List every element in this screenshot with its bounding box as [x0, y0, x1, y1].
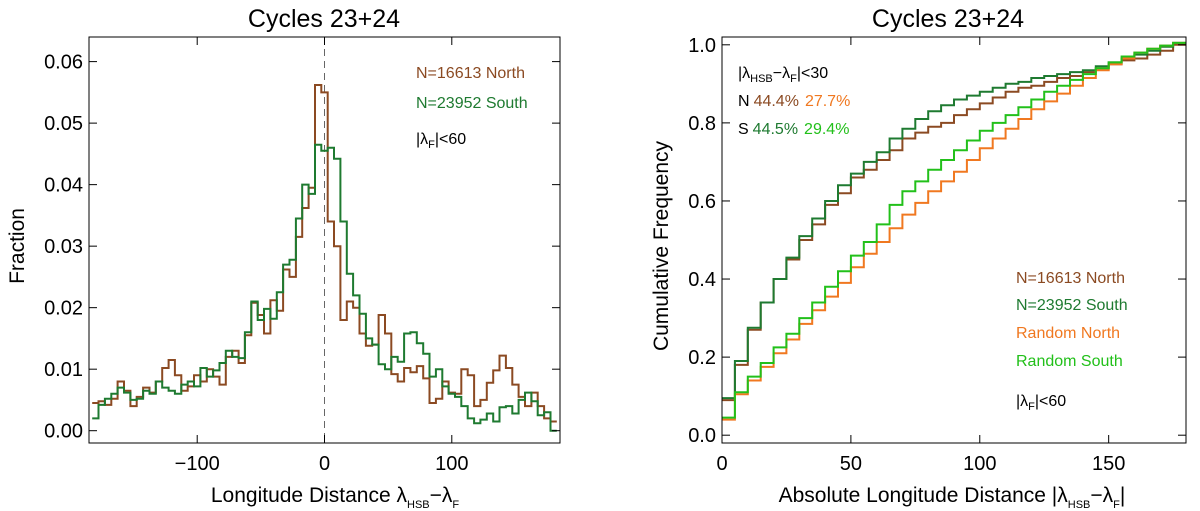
left-series-n-16613-north: [92, 84, 557, 423]
left-x-label-main: Longitude Distance λ: [211, 484, 408, 507]
left-condition-label: |λF|<60: [416, 131, 466, 151]
right-c30-mid: −λ: [773, 65, 790, 82]
right-xtick-label: 0: [716, 453, 727, 475]
left-chart-title: Cycles 23+24: [248, 5, 400, 33]
left-ytick-label: 0.01: [44, 359, 83, 381]
right-series-group: [722, 41, 1186, 421]
right-legend-random-north: Random North: [1016, 325, 1120, 342]
right-cond-sub: F: [1028, 401, 1035, 413]
right-x-axis-label: Absolute Longitude Distance |λHSB−λF|: [779, 484, 1126, 511]
right-n-label: N: [738, 93, 750, 110]
right-legend-north: N=16613 North: [1016, 270, 1125, 287]
left-ticks-group: −100 0 100 0.00 0.01 0.02 0.03 0.04 0.05 0.06: [44, 37, 560, 475]
right-ytick-label: 1.0: [688, 35, 716, 57]
left-cond-post: |<60: [435, 131, 466, 148]
right-xtick-label: 100: [963, 453, 996, 475]
right-s-value-random: 29.4%: [804, 121, 849, 138]
left-cond-sub: F: [428, 139, 435, 151]
left-legend-south: N=23952 South: [416, 95, 528, 112]
right-s-value-observed: 44.5%: [753, 121, 798, 138]
right-legend-random-south: Random South: [1016, 353, 1123, 370]
left-ytick-label: 0.04: [44, 175, 83, 197]
left-ytick-label: 0.00: [44, 421, 83, 443]
right-x-label-post: |: [1120, 484, 1125, 507]
right-n-value-random: 27.7%: [805, 93, 850, 110]
right-ytick-label: 0.4: [688, 269, 716, 291]
right-c30-post: |<30: [797, 65, 828, 82]
right-condition-30: |λHSB−λF|<30: [738, 65, 828, 85]
left-series-n-23952-south: [92, 143, 557, 432]
right-ticks-group: 0 50 100 150 0.0 0.2 0.4 0.6 0.8 1.0: [688, 35, 1186, 475]
left-ytick-label: 0.03: [44, 236, 83, 258]
right-ytick-label: 0.6: [688, 191, 716, 213]
left-ytick-label: 0.06: [44, 52, 83, 74]
left-xtick-label: 0: [319, 453, 330, 475]
right-c30-pre: |λ: [738, 65, 750, 82]
left-xtick-label: −100: [175, 453, 220, 475]
left-cond-pre: |λ: [416, 131, 428, 148]
left-legend-north: N=16613 North: [416, 65, 525, 82]
right-x-label-sub1: HSB: [1068, 499, 1091, 511]
right-south-percentages: S 44.5% 29.4%: [738, 121, 849, 138]
right-cond-post: |<60: [1035, 393, 1066, 410]
left-ytick-label: 0.02: [44, 298, 83, 320]
right-cond-pre: |λ: [1016, 393, 1028, 410]
right-xtick-label: 150: [1092, 453, 1125, 475]
right-ytick-label: 0.2: [688, 347, 716, 369]
right-x-label-mid: −λ: [1090, 484, 1113, 507]
left-x-label-mid: −λ: [430, 484, 453, 507]
right-xtick-label: 50: [840, 453, 862, 475]
left-x-label-sub2: F: [452, 499, 459, 511]
left-xtick-label: 100: [435, 453, 468, 475]
left-y-axis-label: Fraction: [6, 208, 29, 284]
right-plot-frame: [721, 36, 1187, 444]
right-panel: Cycles 23+24 Cumulative Frequency Absolu…: [650, 5, 1187, 511]
right-c30-sub2: F: [790, 73, 797, 85]
right-condition-label: |λF|<60: [1016, 393, 1066, 413]
right-y-axis-label: Cumulative Frequency: [650, 140, 673, 351]
right-x-label-sub2: F: [1113, 499, 1120, 511]
right-n-value-observed: 44.4%: [754, 93, 799, 110]
right-series-random-south: [722, 41, 1186, 419]
right-ytick-label: 0.0: [688, 425, 716, 447]
left-series-group: [92, 84, 557, 432]
right-north-percentages: N 44.4% 27.7%: [738, 93, 850, 110]
left-x-label-sub1: HSB: [407, 499, 430, 511]
left-panel: Cycles 23+24 Fraction Longitude Distance…: [6, 5, 561, 511]
right-legend-south: N=23952 South: [1016, 297, 1128, 314]
right-ytick-label: 0.8: [688, 113, 716, 135]
right-x-label-main: Absolute Longitude Distance |λ: [779, 484, 1069, 507]
right-c30-sub1: HSB: [750, 73, 773, 85]
left-x-axis-label: Longitude Distance λHSB−λF: [211, 484, 460, 511]
left-ytick-label: 0.05: [44, 113, 83, 135]
right-chart-title: Cycles 23+24: [872, 5, 1024, 33]
right-s-label: S: [738, 121, 749, 138]
